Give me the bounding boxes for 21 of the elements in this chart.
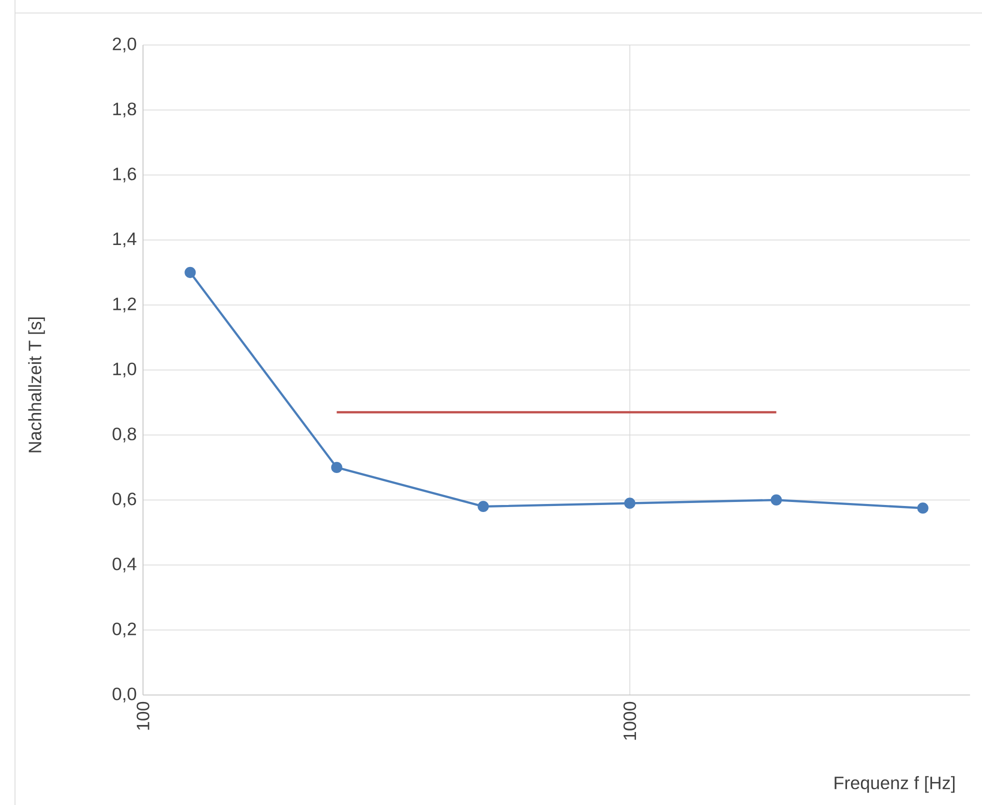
y-tick-label: 1,2 <box>113 298 136 312</box>
point <box>331 462 342 474</box>
y-tick-label: 1,8 <box>113 102 136 118</box>
y-tick-label: 0,0 <box>112 688 136 702</box>
y-tick-label: 2,0 <box>112 38 136 52</box>
y-tick-label: 1,0 <box>113 362 136 378</box>
point <box>624 498 636 509</box>
point <box>184 266 196 278</box>
y-tick-label: 1,4 <box>113 232 136 248</box>
y-tick-label: 0,8 <box>112 428 136 442</box>
y-tick-label: 1,6 <box>113 168 136 182</box>
y-tick-label: 0,2 <box>112 622 136 638</box>
y-axis-title: Nachhallzeit T [s] <box>28 318 45 452</box>
x-axis-title: Frequenz f [Hz] <box>834 776 955 793</box>
x-tick-label: 1000 <box>623 702 636 740</box>
x-tick-label: 100 <box>136 702 150 730</box>
y-tick-label: 0,6 <box>112 492 136 508</box>
point <box>917 502 928 514</box>
y-tick-label: 0,4 <box>112 558 136 572</box>
point <box>478 500 489 512</box>
point <box>770 494 782 506</box>
